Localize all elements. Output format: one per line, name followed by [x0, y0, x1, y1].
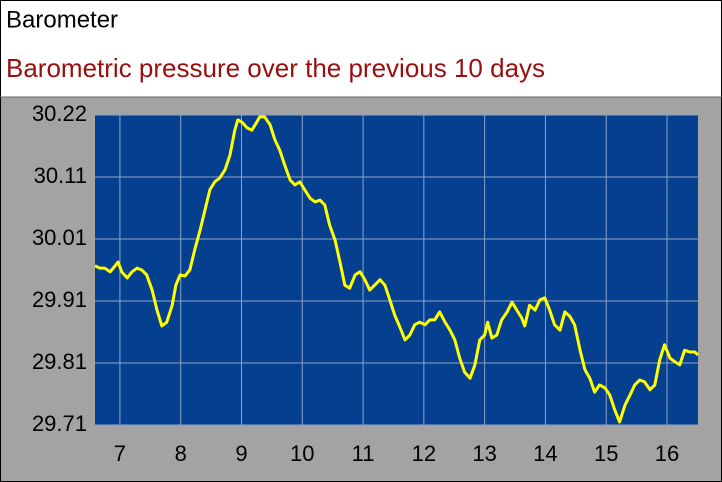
y-tick-label: 30.01: [32, 225, 87, 250]
x-tick-label: 13: [472, 441, 496, 466]
x-tick-label: 9: [235, 441, 247, 466]
y-tick-label: 29.91: [32, 287, 87, 312]
x-tick-label: 12: [412, 441, 436, 466]
y-tick-label: 30.11: [34, 163, 87, 188]
x-tick-label: 15: [594, 441, 618, 466]
header: [0, 0, 722, 97]
chart-subtitle: Barometric pressure over the previous 10…: [6, 53, 545, 83]
plot-area: [95, 115, 698, 425]
chart-title: Barometer: [6, 6, 118, 33]
y-tick-label: 29.81: [32, 349, 87, 374]
x-tick-label: 10: [290, 441, 314, 466]
x-tick-label: 7: [114, 441, 126, 466]
x-tick-label: 8: [175, 441, 187, 466]
x-tick-label: 14: [533, 441, 557, 466]
labels: 29.71 29.81 29.91 30.01 30.11 30.22 7 8 9 10 11 12 1…: [32, 101, 679, 466]
y-tick-label: 30.22: [32, 101, 87, 126]
pressure-line: [94, 115, 700, 424]
y-tick-label: 29.71: [32, 411, 87, 436]
x-tick-label: 11: [352, 441, 375, 466]
x-tick-label: 16: [655, 441, 679, 466]
marks: [94, 115, 700, 424]
grid: [95, 114, 698, 426]
